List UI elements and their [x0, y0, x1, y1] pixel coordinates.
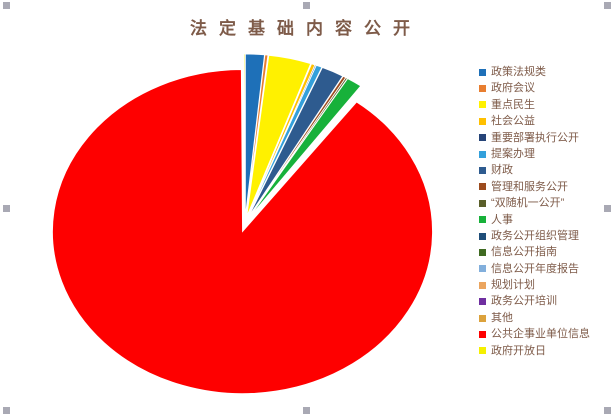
legend-label: 政策法规类: [491, 66, 546, 78]
legend-item-11[interactable]: 政务公开组织管理: [479, 228, 590, 244]
pie-slice-1[interactable]: [245, 53, 265, 217]
pie-slice-17[interactable]: [52, 69, 433, 394]
legend-swatch-icon: [479, 347, 486, 355]
pie-slice-18[interactable]: [243, 53, 246, 217]
legend-swatch-icon: [479, 167, 486, 175]
legend-label: 公共企事业单位信息: [491, 328, 590, 341]
legend-label: 提案办理: [491, 147, 535, 160]
legend-swatch-icon: [479, 314, 486, 322]
pie-slice-6[interactable]: [247, 64, 323, 217]
pie-slice-16[interactable]: [249, 87, 365, 218]
legend-swatch-icon: [479, 183, 486, 191]
legend-item-2[interactable]: 政府会议: [479, 80, 590, 96]
legend-swatch-icon: [479, 265, 486, 273]
legend-swatch-icon: [479, 216, 486, 224]
selection-handle[interactable]: [3, 205, 10, 212]
legend-label: 重要部署执行公开: [491, 131, 579, 144]
legend-item-14[interactable]: 规划计划: [479, 277, 590, 293]
legend-swatch-icon: [479, 330, 486, 338]
pie-slice-2[interactable]: [245, 54, 269, 217]
legend-item-3[interactable]: 重点民生: [479, 97, 590, 113]
legend-item-10[interactable]: 人事: [479, 212, 590, 228]
legend-swatch-icon: [479, 298, 486, 306]
legend-item-4[interactable]: 社会公益: [479, 113, 590, 129]
selection-handle[interactable]: [604, 2, 611, 9]
legend-label: 人事: [491, 213, 513, 226]
legend-swatch-icon: [479, 281, 486, 289]
legend-swatch-icon: [479, 232, 486, 240]
legend-swatch-icon: [479, 117, 486, 125]
legend-item-12[interactable]: 信息公开指南: [479, 244, 590, 260]
legend-label: 政府开放日: [491, 344, 546, 357]
legend-item-6[interactable]: 提案办理: [479, 146, 590, 162]
legend-swatch-icon: [479, 199, 486, 207]
legend-item-8[interactable]: 管理和服务公开: [479, 179, 590, 195]
legend-label: 政府会议: [491, 82, 535, 95]
chart-title[interactable]: 法定基础内容公开: [190, 19, 422, 39]
legend-item-16[interactable]: 其他: [479, 310, 590, 326]
legend-swatch-icon: [479, 101, 486, 109]
legend: 政策法规类政府会议重点民生社会公益重要部署执行公开 提案办理财政管理和服务公开 “双…: [479, 64, 590, 359]
legend-label: 财政: [491, 164, 513, 177]
legend-label: 其他: [491, 311, 513, 324]
selection-handle[interactable]: [604, 205, 611, 212]
legend-label: 政务公开培训: [491, 295, 557, 308]
legend-swatch-icon: [479, 150, 486, 158]
selection-handle[interactable]: [303, 407, 310, 414]
pie-slice-3[interactable]: [246, 54, 312, 217]
legend-label: 社会公益: [491, 115, 535, 128]
selection-handle[interactable]: [3, 2, 10, 9]
legend-item-15[interactable]: 政务公开培训: [479, 293, 590, 309]
legend-item-17[interactable]: 公共企事业单位信息: [479, 326, 590, 342]
legend-item-18[interactable]: 政府开放日: [479, 343, 590, 359]
legend-item-13[interactable]: 信息公开年度报告: [479, 261, 590, 277]
legend-label: 政务公开组织管理: [491, 229, 579, 242]
legend-label: 管理和服务公开: [491, 180, 568, 193]
legend-item-1[interactable]: 政策法规类: [479, 64, 590, 80]
legend-label: “双随机一公开”: [491, 197, 565, 210]
selection-handle[interactable]: [303, 2, 310, 9]
legend-item-5[interactable]: 重要部署执行公开: [479, 130, 590, 146]
legend-label: 规划计划: [491, 279, 535, 292]
legend-label: 信息公开年度报告: [491, 262, 579, 275]
legend-label: 信息公开指南: [491, 246, 557, 259]
selection-handle[interactable]: [604, 407, 611, 414]
legend-item-9[interactable]: “双随机一公开”: [479, 195, 590, 211]
legend-swatch-icon: [479, 85, 486, 93]
selection-handle[interactable]: [3, 407, 10, 414]
legend-label: 重点民生: [491, 98, 535, 111]
legend-swatch-icon: [479, 68, 486, 76]
legend-swatch-icon: [479, 134, 486, 142]
legend-swatch-icon: [479, 248, 486, 256]
pie-slice-7[interactable]: [248, 67, 344, 218]
legend-item-7[interactable]: 财政: [479, 162, 590, 178]
